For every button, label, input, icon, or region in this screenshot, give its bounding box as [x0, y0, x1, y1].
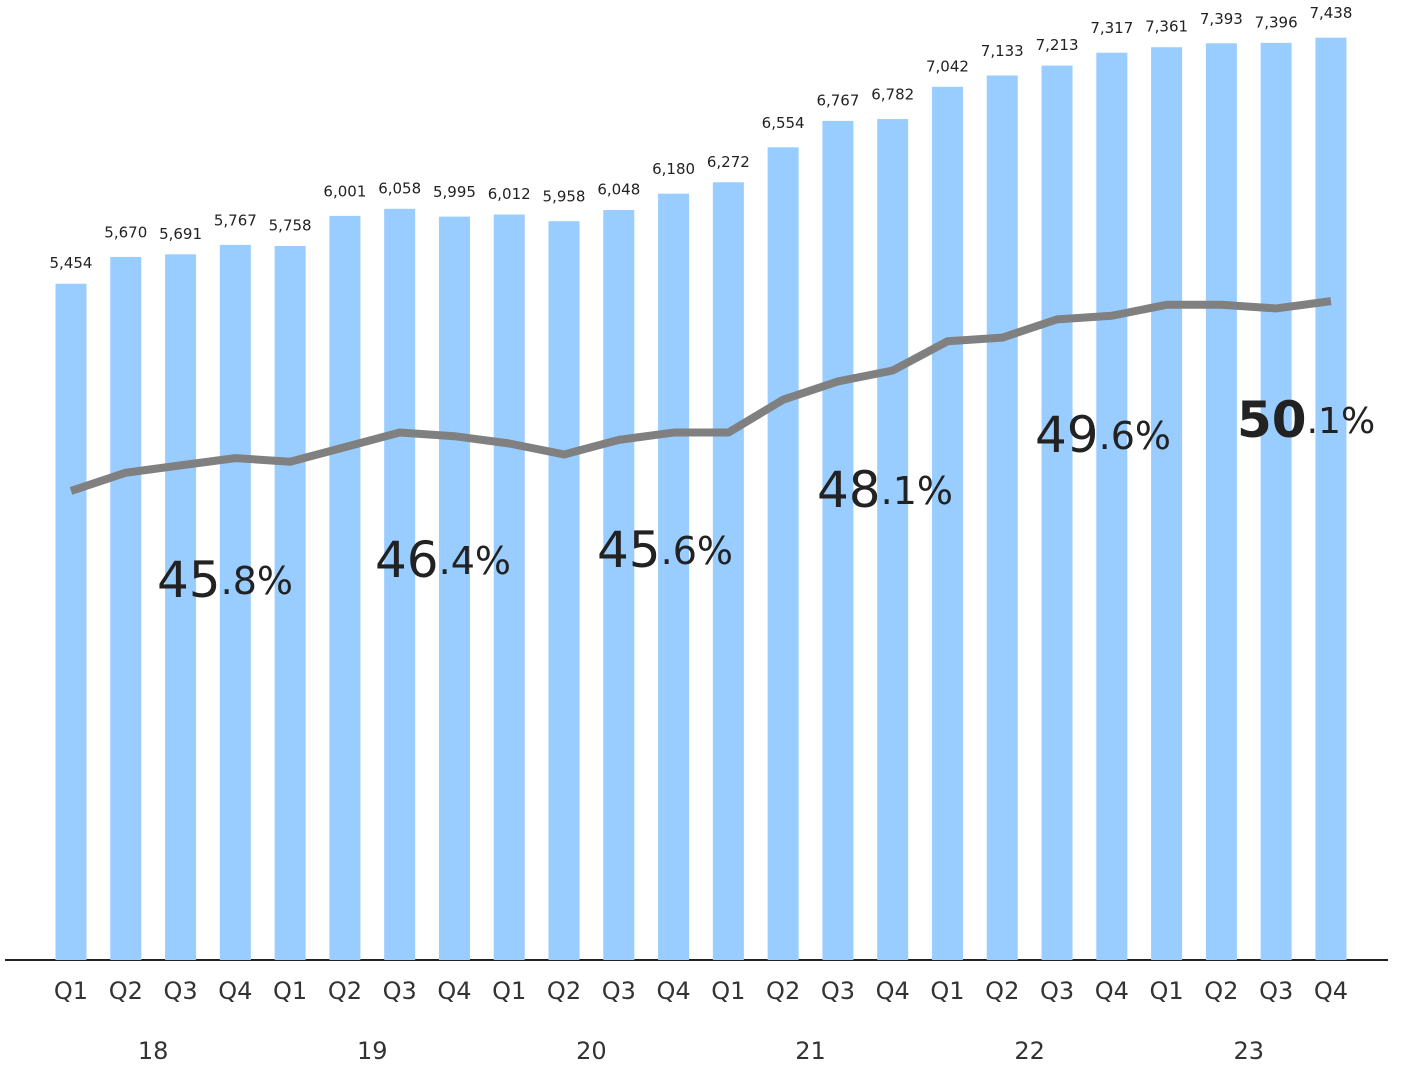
value-label: 6,767 [816, 91, 859, 109]
value-label: 6,554 [762, 114, 805, 132]
x-tick-label: Q3 [821, 977, 855, 1005]
value-label: 6,048 [597, 181, 640, 199]
annotation: 50.1% [1237, 391, 1375, 449]
x-tick-label: Q2 [1204, 977, 1238, 1005]
x-tick-label: Q4 [437, 977, 471, 1005]
bar [1205, 43, 1237, 961]
bar [384, 208, 416, 960]
year-label: 22 [1014, 1037, 1045, 1065]
value-label: 5,995 [433, 183, 476, 201]
value-label: 6,782 [871, 86, 914, 104]
x-tick-label: Q2 [547, 977, 581, 1005]
bar [493, 214, 525, 961]
value-label: 7,393 [1200, 10, 1243, 28]
value-label: 5,958 [543, 188, 586, 206]
bar [767, 147, 799, 960]
bar [219, 244, 251, 961]
value-label: 7,317 [1090, 19, 1133, 37]
line [69, 297, 1332, 495]
annotation: 46.4% [375, 531, 511, 589]
value-label: 6,058 [378, 179, 421, 197]
year-label: 20 [576, 1037, 607, 1065]
value-label: 5,691 [159, 225, 202, 243]
year-label: 18 [138, 1037, 169, 1065]
bar [55, 283, 87, 961]
bar [329, 215, 361, 960]
x-tick-label: Q3 [163, 977, 197, 1005]
bar [877, 119, 909, 961]
x-tick-label: Q3 [602, 977, 636, 1005]
value-label: 7,396 [1255, 13, 1298, 31]
bar [1260, 42, 1292, 961]
value-label: 7,133 [981, 42, 1024, 60]
x-tick-label: Q1 [711, 977, 745, 1005]
bar [712, 182, 744, 960]
value-label: 5,758 [269, 217, 312, 235]
x-tick-label: Q1 [54, 977, 88, 1005]
value-label: 6,001 [323, 182, 366, 200]
x-tick-label: Q4 [1095, 977, 1129, 1005]
annotation: 45.8% [157, 551, 293, 609]
year-label: 23 [1233, 1037, 1264, 1065]
bar [548, 221, 580, 960]
x-tick-label: Q1 [273, 977, 307, 1005]
value-label: 7,438 [1309, 4, 1352, 22]
annotation: 49.6% [1035, 406, 1171, 464]
bar [438, 216, 470, 960]
value-label: 6,180 [652, 160, 695, 178]
x-tick-label: Q2 [109, 977, 143, 1005]
bar [1151, 47, 1183, 961]
value-label: 7,213 [1036, 36, 1079, 54]
bar [822, 120, 854, 961]
bar [165, 254, 197, 960]
value-label: 6,012 [488, 185, 531, 203]
value-label: 5,767 [214, 211, 257, 229]
x-tick-label: Q4 [218, 977, 252, 1005]
bar [274, 246, 306, 961]
x-tick-label: Q1 [1150, 977, 1184, 1005]
bar [603, 210, 635, 960]
bar [931, 86, 963, 961]
year-label: 21 [795, 1037, 826, 1065]
x-tick-label: Q3 [383, 977, 417, 1005]
value-label: 5,454 [50, 254, 93, 272]
x-tick-label: Q3 [1040, 977, 1074, 1005]
x-tick-label: Q2 [985, 977, 1019, 1005]
bar [986, 75, 1018, 960]
annotation: 45.6% [597, 521, 733, 579]
value-label: 6,272 [707, 153, 750, 171]
x-tick-label: Q4 [656, 977, 690, 1005]
value-label: 7,361 [1145, 18, 1188, 36]
x-tick-label: Q3 [1259, 977, 1293, 1005]
bar [1096, 52, 1128, 960]
x-tick-label: Q1 [930, 977, 964, 1005]
x-tick-label: Q4 [1314, 977, 1348, 1005]
x-tick-label: Q2 [328, 977, 362, 1005]
year-label: 19 [357, 1037, 388, 1065]
value-label: 7,042 [926, 57, 969, 75]
x-tick-label: Q2 [766, 977, 800, 1005]
bar [1041, 65, 1073, 960]
annotation: 48.1% [817, 461, 953, 519]
value-label: 5,670 [104, 223, 147, 241]
bar [658, 193, 690, 960]
bar [1315, 37, 1347, 961]
bar [110, 256, 142, 960]
x-tick-label: Q4 [876, 977, 910, 1005]
x-tick-label: Q1 [492, 977, 526, 1005]
